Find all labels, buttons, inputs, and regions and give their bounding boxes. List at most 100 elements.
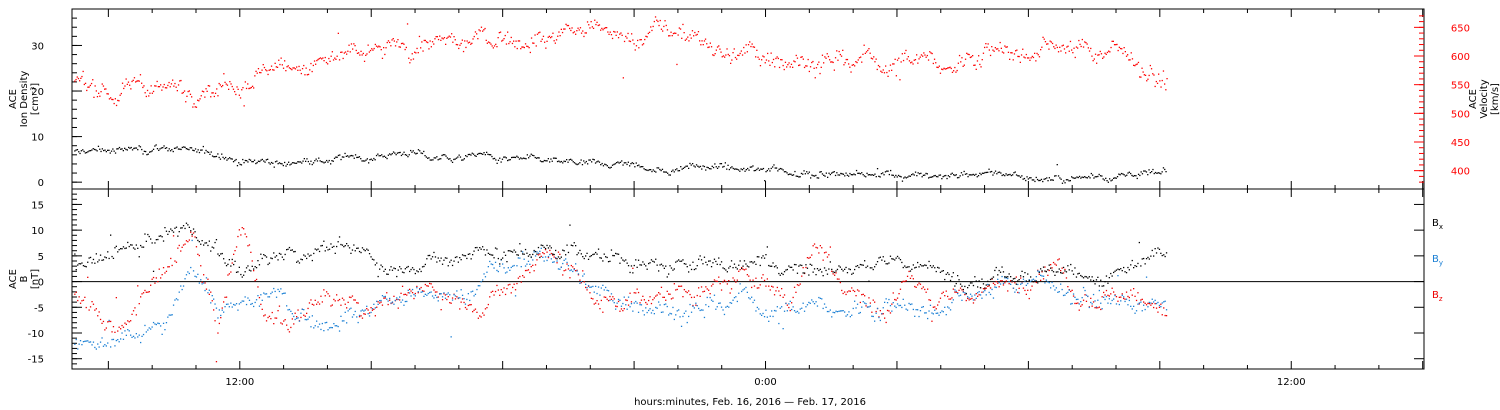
bx-point (354, 250, 356, 252)
bx-point (725, 269, 727, 271)
bz-point (237, 235, 239, 238)
bz-point (1160, 303, 1162, 305)
bz-point (944, 295, 946, 297)
bx-point (271, 257, 273, 260)
density-point (437, 159, 439, 161)
by-point (921, 306, 923, 308)
bx-point (948, 273, 950, 276)
bz-point (356, 302, 358, 304)
bz-point (813, 243, 816, 245)
density-point (533, 155, 535, 157)
velocity-point (473, 35, 475, 38)
by-point (120, 338, 122, 340)
bz-point (968, 299, 970, 301)
bz-point (1157, 311, 1159, 313)
bx-point (128, 245, 130, 248)
density-point (246, 160, 248, 162)
velocity-point (802, 58, 804, 60)
bx-point (673, 268, 675, 270)
velocity-point (461, 39, 463, 41)
bx-point (656, 264, 658, 266)
velocity-point (267, 73, 269, 76)
bz-point (605, 296, 607, 298)
bz-point (732, 277, 734, 279)
velocity-point (651, 29, 653, 32)
velocity-point (783, 68, 785, 71)
density-point (1042, 180, 1044, 183)
bz-point (257, 286, 259, 288)
bz-point (659, 293, 661, 295)
density-point (833, 171, 835, 173)
by-point (1041, 275, 1043, 277)
velocity-point (392, 38, 394, 40)
by-point (749, 298, 751, 300)
by-point (178, 291, 180, 293)
by-point (1062, 294, 1065, 297)
density-point (560, 160, 563, 163)
bz-point (383, 297, 385, 299)
velocity-point (497, 37, 499, 39)
velocity-point (796, 57, 799, 59)
velocity-point (141, 82, 143, 84)
bx-point (937, 266, 939, 269)
velocity-point (262, 64, 264, 66)
bz-point (547, 256, 550, 259)
velocity-point (720, 51, 722, 53)
bz-point (1051, 267, 1053, 269)
by-point (1088, 306, 1090, 309)
velocity-point (173, 85, 175, 87)
bx-point (904, 265, 906, 267)
bz-point (642, 295, 644, 297)
velocity-point (175, 86, 177, 88)
bx-point (659, 264, 661, 266)
bz-point (992, 282, 995, 284)
density-point (1018, 175, 1020, 177)
velocity-point (973, 64, 975, 66)
bz-point (762, 274, 764, 276)
velocity-point (932, 62, 934, 65)
velocity-point (415, 52, 417, 54)
bz-point (344, 303, 346, 305)
density-point (297, 161, 299, 163)
velocity-point (310, 62, 312, 65)
density-point (95, 149, 97, 151)
bz-point (490, 291, 492, 293)
bx-point (427, 254, 429, 257)
bx-point (989, 278, 992, 281)
velocity-point (329, 60, 331, 62)
density-point (874, 173, 876, 175)
bz-point (768, 285, 770, 287)
bx-point (534, 250, 537, 253)
density-point (646, 169, 648, 171)
by-point (122, 338, 125, 340)
density-point (169, 150, 172, 152)
velocity-point (201, 90, 204, 92)
bx-point (796, 272, 799, 274)
bz-point (572, 266, 574, 268)
bz-point (798, 284, 800, 287)
velocity-point (510, 36, 512, 39)
by-point (324, 322, 326, 324)
density-point (644, 169, 646, 171)
by-point (708, 305, 710, 308)
bx-point (881, 259, 883, 261)
density-point (344, 152, 346, 155)
bx-point (649, 262, 651, 264)
velocity-point (701, 40, 703, 42)
bx-point (652, 260, 654, 262)
by-point (549, 253, 551, 256)
density-point (345, 155, 347, 157)
density-point (126, 149, 128, 151)
bx-point (1091, 276, 1093, 278)
density-point (227, 158, 229, 160)
bx-point (879, 256, 881, 258)
bx-point (391, 269, 394, 271)
velocity-point (304, 74, 306, 76)
velocity-point (94, 85, 96, 87)
by-point (520, 266, 522, 268)
by-point (829, 309, 831, 311)
bx-point (1124, 271, 1126, 273)
velocity-point (902, 59, 905, 62)
bz-point (1081, 304, 1083, 306)
by-point (164, 329, 166, 331)
